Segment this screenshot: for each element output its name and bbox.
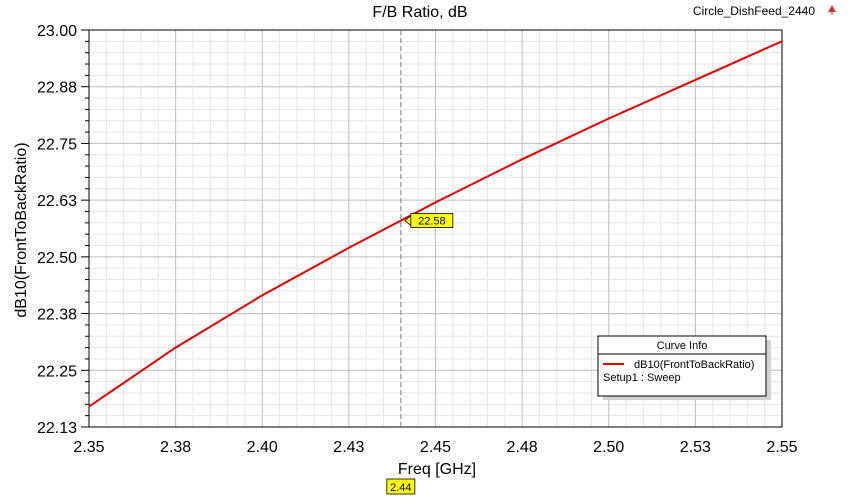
x-tick-label: 2.53 <box>680 439 711 456</box>
x-tick-label: 2.43 <box>333 439 364 456</box>
y-tick-label: 22.88 <box>37 80 77 97</box>
series-line[interactable] <box>88 40 783 408</box>
x-tick-label: 2.38 <box>160 439 191 456</box>
chart-title: F/B Ratio, dB <box>372 4 467 21</box>
marker-y-label: 22.58 <box>418 216 446 228</box>
marker-label-box[interactable] <box>410 213 454 228</box>
x-axis-label: Freq [GHz] <box>398 461 476 478</box>
y-tick-label: 23.00 <box>37 23 77 40</box>
y-tick-label: 22.38 <box>37 307 77 324</box>
legend-subtext: Setup1 : Sweep <box>603 372 681 384</box>
marker-x-label: 2.44 <box>390 482 411 494</box>
y-tick-label: 22.50 <box>37 250 77 267</box>
marker-x-box[interactable] <box>386 478 416 495</box>
corner-arrow-icon[interactable] <box>828 5 836 15</box>
x-tick-label: 2.40 <box>247 439 278 456</box>
x-tick-label: 2.45 <box>420 439 451 456</box>
x-tick-label: 2.48 <box>507 439 538 456</box>
x-tick-label: 2.50 <box>593 439 624 456</box>
y-tick-label: 22.63 <box>37 193 77 210</box>
y-tick-label: 22.75 <box>37 136 77 153</box>
legend-entry: dB10(FrontToBackRatio) <box>634 359 754 371</box>
y-axis-label: dB10(FrontToBackRatio) <box>13 142 30 317</box>
y-tick-label: 22.25 <box>37 363 77 380</box>
x-tick-label: 2.35 <box>73 439 104 456</box>
design-name: Circle_DishFeed_2440 <box>693 4 815 18</box>
x-tick-label: 2.55 <box>766 439 797 456</box>
y-tick-label: 22.13 <box>37 420 77 437</box>
plot-area[interactable]: 2.35 2.38 2.40 2.43 2.45 2.48 2.50 2.53 2.55 22.1… <box>37 23 798 495</box>
legend-box[interactable]: Curve Info dB10(FrontToBackRatio) Setup1… <box>597 335 771 400</box>
legend-title: Curve Info <box>657 340 708 352</box>
plot-frame <box>88 29 783 428</box>
